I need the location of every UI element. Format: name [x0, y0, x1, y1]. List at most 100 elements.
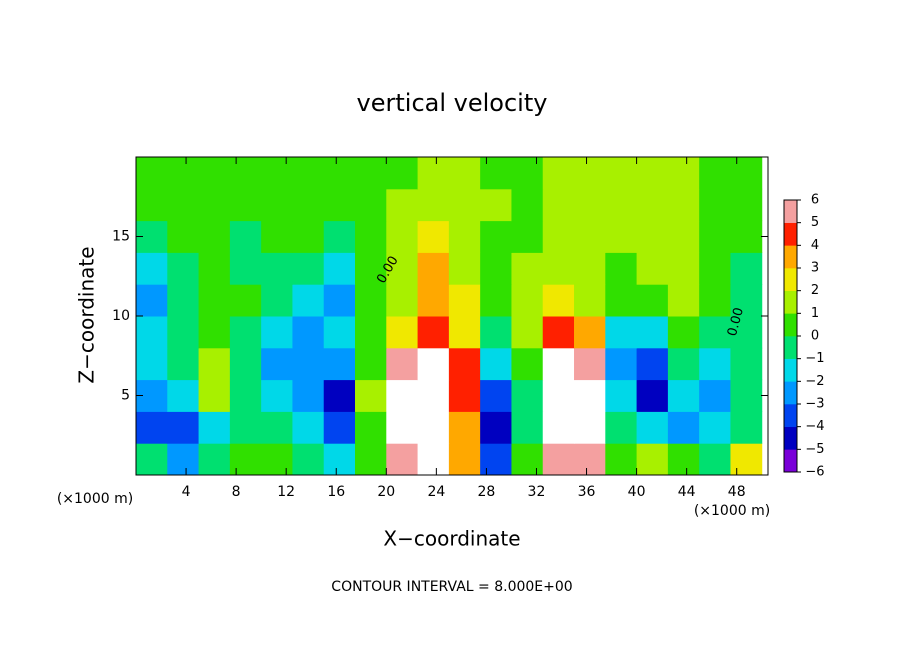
cell	[261, 411, 293, 444]
cell	[136, 284, 168, 317]
x-tick-label: 28	[478, 484, 496, 500]
cell	[198, 411, 231, 444]
cell	[574, 443, 606, 475]
cell	[542, 284, 575, 317]
colorbar-swatch	[784, 313, 797, 337]
cell	[167, 252, 200, 285]
cell	[167, 284, 200, 317]
cell	[667, 411, 700, 444]
cell	[323, 252, 356, 285]
cell	[229, 252, 262, 285]
cell	[542, 220, 575, 253]
y-unit: (×1000 m)	[57, 491, 133, 507]
colorbar-label: −4	[805, 419, 824, 434]
cell	[167, 379, 200, 412]
cell	[323, 347, 356, 381]
cell	[699, 379, 731, 412]
cell	[417, 188, 450, 222]
colorbar-swatch	[784, 449, 797, 473]
cell	[636, 220, 669, 253]
cell	[261, 443, 293, 475]
cell	[636, 188, 669, 222]
cell	[198, 157, 231, 190]
cell	[605, 188, 638, 222]
cell	[667, 252, 700, 285]
cell	[480, 379, 512, 412]
cell	[699, 284, 731, 317]
cell	[448, 347, 481, 381]
cell	[198, 316, 231, 349]
x-tick-label: 12	[277, 484, 295, 500]
x-tick-label: 40	[628, 484, 646, 500]
cell	[167, 411, 200, 444]
cell	[198, 252, 231, 285]
colorbar-label: −1	[805, 351, 824, 366]
cell	[699, 220, 731, 253]
cell	[386, 252, 419, 285]
cell	[542, 316, 575, 349]
colorbar-swatch	[784, 336, 797, 359]
cell	[480, 157, 512, 190]
cell	[261, 157, 293, 190]
cell	[605, 347, 638, 381]
cell	[480, 443, 512, 475]
colorbar-label: −3	[805, 397, 824, 412]
cell	[136, 316, 168, 349]
cell	[167, 316, 200, 349]
cell	[511, 157, 544, 190]
cell	[198, 220, 231, 253]
cell	[636, 284, 669, 317]
colorbar-label: 0	[811, 329, 819, 344]
cell	[480, 347, 512, 381]
cell	[667, 443, 700, 475]
cell	[448, 379, 481, 412]
cell	[136, 252, 168, 285]
cell	[136, 157, 168, 190]
colorbar-swatch	[784, 358, 797, 382]
cell	[636, 316, 669, 349]
colorbar-label: −6	[805, 465, 824, 480]
cell	[448, 411, 481, 444]
cell	[511, 443, 544, 475]
colorbar-label: −2	[805, 374, 824, 389]
cell	[448, 316, 481, 349]
cell	[417, 252, 450, 285]
cell	[730, 284, 763, 317]
cell	[730, 379, 763, 412]
cell	[542, 157, 575, 190]
y-axis-label: Z−coordinate	[75, 246, 99, 383]
cell	[261, 252, 293, 285]
cell	[480, 411, 512, 444]
cell	[636, 443, 669, 475]
cell	[480, 252, 512, 285]
cell	[229, 284, 262, 317]
cell	[574, 347, 606, 381]
colorbar-label: 5	[811, 215, 819, 230]
chart-title: vertical velocity	[357, 89, 548, 117]
x-unit: (×1000 m)	[694, 503, 770, 519]
cell	[167, 443, 200, 475]
cell	[574, 316, 606, 349]
cell	[448, 252, 481, 285]
cell	[136, 188, 168, 222]
cell	[667, 284, 700, 317]
cell	[323, 220, 356, 253]
cell	[480, 188, 512, 222]
contour-label: 0.00	[725, 306, 747, 338]
cell	[542, 188, 575, 222]
colorbar-swatch	[784, 404, 797, 427]
cell	[261, 379, 293, 412]
cell	[511, 252, 544, 285]
cell	[229, 220, 262, 253]
cell	[730, 443, 763, 475]
cell	[261, 284, 293, 317]
cell	[386, 316, 419, 349]
cell	[448, 443, 481, 475]
colorbar-label: −5	[805, 442, 824, 457]
cell	[542, 379, 575, 412]
cell	[667, 188, 700, 222]
cell	[417, 379, 450, 412]
cell	[574, 157, 606, 190]
y-tick-label: 5	[121, 388, 130, 404]
